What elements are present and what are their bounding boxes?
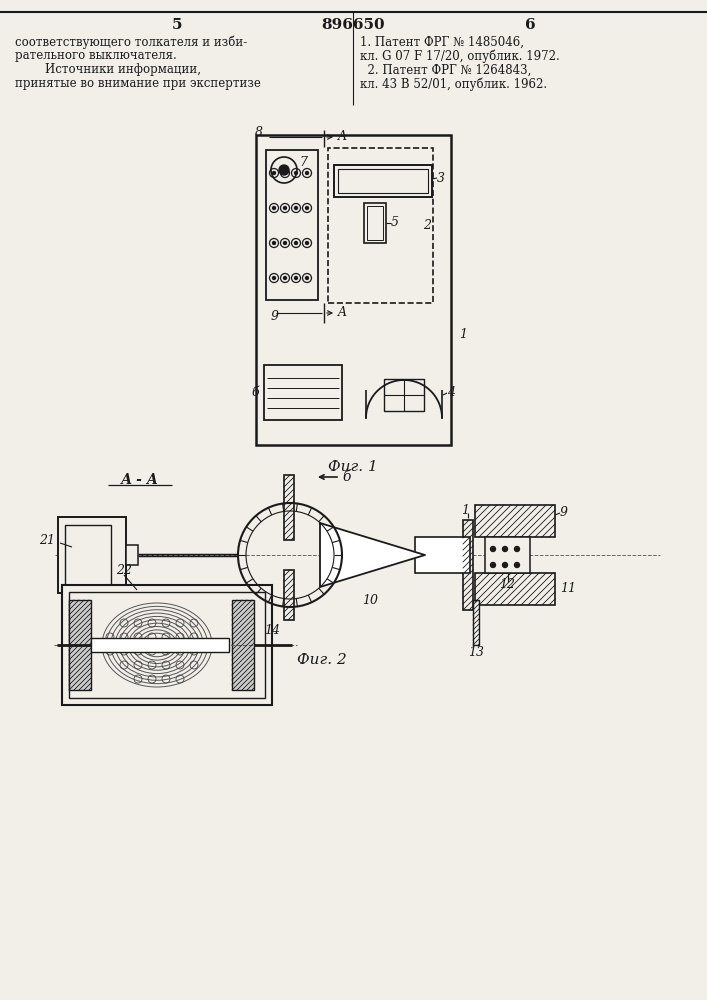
Text: кл. G 07 F 17/20, опублик. 1972.: кл. G 07 F 17/20, опублик. 1972.: [360, 49, 560, 63]
Bar: [367, 206, 383, 240]
Circle shape: [503, 562, 508, 568]
Bar: [334, 165, 432, 197]
Text: принятые во внимание при экспертизе: принятые во внимание при экспертизе: [15, 78, 261, 91]
Text: 9: 9: [271, 310, 279, 324]
Bar: [91, 638, 229, 652]
Circle shape: [272, 241, 276, 244]
Circle shape: [491, 546, 496, 552]
Circle shape: [279, 165, 289, 175]
Bar: [58, 517, 126, 593]
Circle shape: [491, 562, 496, 568]
Text: 1. Патент ФРГ № 1485046,: 1. Патент ФРГ № 1485046,: [360, 35, 524, 48]
Circle shape: [295, 241, 298, 244]
Text: 2: 2: [423, 219, 431, 232]
Text: б: б: [342, 470, 351, 484]
Bar: [384, 379, 424, 411]
Bar: [338, 169, 428, 193]
Circle shape: [284, 207, 286, 210]
Circle shape: [503, 546, 508, 552]
Bar: [65, 525, 111, 585]
Text: Фиг. 2: Фиг. 2: [297, 653, 346, 667]
Text: 2. Патент ФРГ № 1264843,: 2. Патент ФРГ № 1264843,: [360, 64, 532, 77]
Text: кл. 43 В 52/01, опублик. 1962.: кл. 43 В 52/01, опублик. 1962.: [360, 77, 547, 91]
Text: 1: 1: [461, 504, 469, 516]
Bar: [328, 148, 433, 303]
Circle shape: [305, 207, 308, 210]
Text: соответствующего толкателя и изби-: соответствующего толкателя и изби-: [15, 35, 247, 49]
Text: рательного выключателя.: рательного выключателя.: [15, 49, 177, 62]
Text: б: б: [252, 386, 259, 399]
Circle shape: [515, 562, 520, 568]
Circle shape: [284, 276, 286, 279]
Text: 9: 9: [560, 506, 568, 520]
Text: 14: 14: [264, 624, 280, 637]
Bar: [463, 520, 473, 610]
Circle shape: [272, 172, 276, 174]
Text: 10: 10: [362, 593, 378, 606]
Circle shape: [305, 276, 308, 279]
Circle shape: [272, 276, 276, 279]
Polygon shape: [320, 523, 425, 587]
Bar: [266, 150, 318, 300]
Bar: [264, 365, 342, 420]
Bar: [69, 600, 91, 690]
Circle shape: [515, 546, 520, 552]
Bar: [69, 592, 265, 698]
Text: 8: 8: [255, 126, 263, 139]
Bar: [284, 475, 294, 540]
Circle shape: [295, 276, 298, 279]
Text: 5: 5: [391, 217, 399, 230]
Text: 4: 4: [447, 386, 455, 399]
Text: A: A: [338, 306, 347, 320]
Circle shape: [305, 241, 308, 244]
Text: 22: 22: [116, 564, 132, 576]
Text: A: A: [338, 130, 347, 143]
Bar: [475, 573, 555, 605]
Bar: [415, 537, 470, 573]
Bar: [475, 505, 555, 537]
Text: 3: 3: [437, 172, 445, 184]
Circle shape: [284, 241, 286, 244]
Bar: [232, 600, 254, 690]
Text: 21: 21: [39, 534, 55, 546]
Bar: [62, 585, 272, 705]
Text: 1: 1: [459, 328, 467, 342]
Text: 5: 5: [172, 18, 182, 32]
Text: 13: 13: [468, 647, 484, 660]
Circle shape: [295, 207, 298, 210]
Text: 12: 12: [500, 578, 515, 591]
Bar: [485, 537, 530, 573]
Circle shape: [295, 172, 298, 174]
Text: 7: 7: [299, 155, 307, 168]
Text: 896650: 896650: [321, 18, 385, 32]
Text: Фиг. 1: Фиг. 1: [328, 460, 378, 474]
Text: 6: 6: [525, 18, 535, 32]
Text: А - А: А - А: [121, 473, 159, 487]
Circle shape: [272, 207, 276, 210]
Bar: [473, 600, 479, 645]
Bar: [284, 570, 294, 620]
Circle shape: [305, 172, 308, 174]
Bar: [256, 135, 451, 445]
Text: 11: 11: [560, 582, 576, 595]
Circle shape: [284, 172, 286, 174]
Bar: [126, 545, 138, 565]
Bar: [364, 203, 386, 243]
Text: Источники информации,: Источники информации,: [15, 64, 201, 77]
